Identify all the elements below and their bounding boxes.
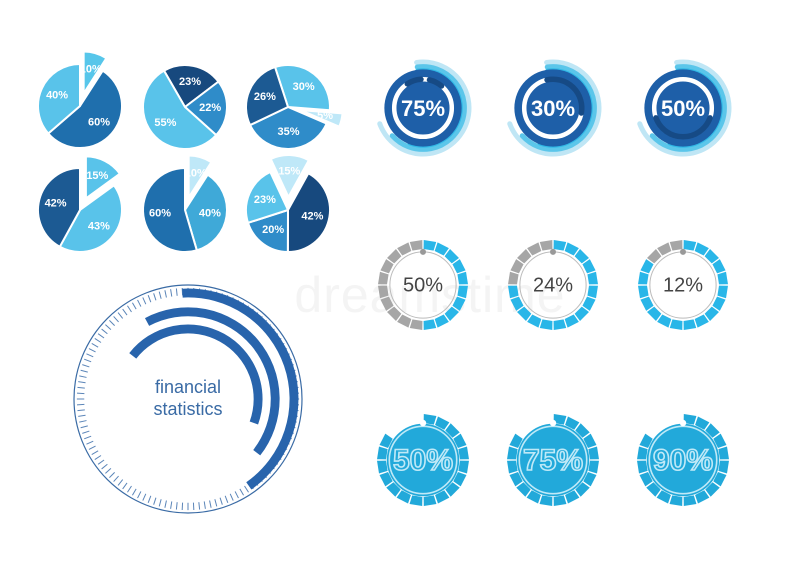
svg-text:42%: 42% — [301, 210, 323, 222]
svg-text:15%: 15% — [278, 166, 300, 178]
svg-text:50%: 50% — [403, 274, 443, 296]
svg-text:40%: 40% — [46, 89, 68, 101]
svg-text:50%: 50% — [393, 444, 453, 477]
svg-text:financial: financial — [155, 377, 221, 397]
svg-text:statistics: statistics — [153, 399, 222, 419]
svg-text:75%: 75% — [523, 444, 583, 477]
svg-text:5%: 5% — [317, 110, 333, 122]
svg-text:24%: 24% — [533, 274, 573, 296]
svg-text:26%: 26% — [254, 91, 276, 103]
svg-text:10%: 10% — [185, 167, 207, 179]
svg-text:60%: 60% — [149, 207, 171, 219]
svg-text:40%: 40% — [199, 207, 221, 219]
svg-text:22%: 22% — [199, 102, 221, 114]
svg-text:12%: 12% — [663, 274, 703, 296]
svg-text:75%: 75% — [401, 96, 445, 121]
svg-text:90%: 90% — [653, 444, 713, 477]
svg-text:30%: 30% — [293, 81, 315, 93]
svg-text:23%: 23% — [179, 76, 201, 88]
svg-text:10%: 10% — [80, 63, 102, 75]
svg-text:50%: 50% — [661, 96, 705, 121]
svg-text:43%: 43% — [88, 221, 110, 233]
svg-text:23%: 23% — [254, 194, 276, 206]
svg-text:20%: 20% — [262, 224, 284, 236]
svg-text:30%: 30% — [531, 96, 575, 121]
svg-text:55%: 55% — [154, 117, 176, 129]
svg-text:15%: 15% — [86, 170, 108, 182]
svg-text:42%: 42% — [45, 198, 67, 210]
svg-text:60%: 60% — [88, 116, 110, 128]
svg-text:35%: 35% — [277, 126, 299, 138]
